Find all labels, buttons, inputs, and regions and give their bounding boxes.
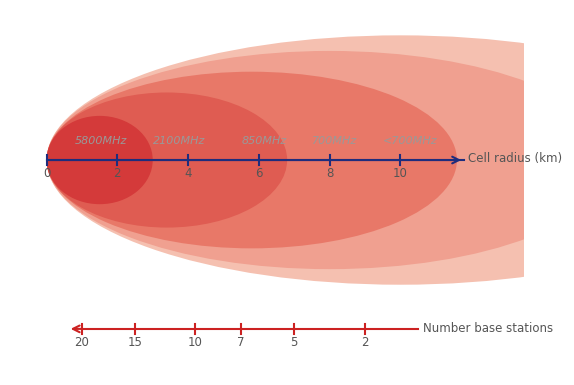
Text: 850MHz: 850MHz: [241, 136, 286, 146]
Text: 2100MHz: 2100MHz: [153, 136, 205, 146]
Text: 5800MHz: 5800MHz: [75, 136, 127, 146]
Text: 10: 10: [188, 336, 203, 349]
Text: 5: 5: [290, 336, 298, 349]
Text: 15: 15: [127, 336, 142, 349]
Text: 0: 0: [43, 167, 51, 180]
Text: 20: 20: [75, 336, 90, 349]
Text: 700MHz: 700MHz: [312, 136, 357, 146]
Text: 8: 8: [326, 167, 333, 180]
Text: <700MHz: <700MHz: [383, 136, 437, 146]
Text: 2: 2: [361, 336, 369, 349]
Text: 10: 10: [393, 167, 408, 180]
Text: 7: 7: [238, 336, 245, 349]
Ellipse shape: [46, 116, 153, 204]
Text: Number base stations: Number base stations: [423, 322, 553, 335]
Ellipse shape: [46, 72, 457, 248]
Text: 6: 6: [255, 167, 262, 180]
Text: 4: 4: [184, 167, 192, 180]
Ellipse shape: [46, 51, 574, 269]
Ellipse shape: [46, 35, 574, 285]
Text: 2: 2: [114, 167, 121, 180]
Text: Cell radius (km): Cell radius (km): [468, 152, 561, 165]
Ellipse shape: [46, 92, 287, 228]
